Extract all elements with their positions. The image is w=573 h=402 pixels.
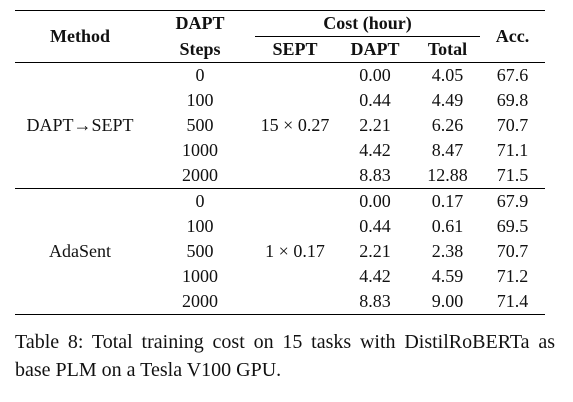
table-row: 100 0.44 0.61 69.5 bbox=[15, 214, 545, 239]
method-cell bbox=[15, 214, 145, 239]
acc-cell: 71.4 bbox=[496, 291, 529, 311]
method-cell bbox=[15, 88, 145, 113]
total-cell: 6.26 bbox=[431, 115, 464, 135]
total-cell: 4.59 bbox=[431, 266, 464, 286]
method-cell bbox=[15, 189, 145, 215]
method-cell bbox=[15, 264, 145, 289]
method-cell bbox=[15, 63, 145, 89]
sept-cell bbox=[255, 289, 335, 315]
steps-cell: 1000 bbox=[182, 140, 218, 160]
total-cell: 4.05 bbox=[431, 65, 464, 85]
total-cell: 0.17 bbox=[431, 191, 464, 211]
dapt-cell: 8.83 bbox=[359, 165, 391, 185]
table-row: 1000 4.42 8.47 71.1 bbox=[15, 138, 545, 163]
sept-cell bbox=[255, 264, 335, 289]
steps-cell: 2000 bbox=[182, 291, 218, 311]
total-cell: 9.00 bbox=[431, 291, 464, 311]
total-cell: 4.49 bbox=[431, 90, 464, 110]
steps-cell: 500 bbox=[186, 115, 214, 135]
header-cost-group: Cost (hour) bbox=[255, 10, 480, 37]
table-caption: Table 8: Total training cost on 15 tasks… bbox=[15, 331, 555, 381]
acc-cell: 67.6 bbox=[496, 65, 529, 85]
header-dapt-steps-line1: DAPT bbox=[175, 13, 225, 34]
dapt-cell: 0.44 bbox=[359, 216, 391, 236]
header-dapt-steps-line2: Steps bbox=[179, 38, 221, 59]
header-acc: Acc. bbox=[495, 26, 530, 46]
total-cell: 0.61 bbox=[431, 216, 464, 236]
acc-cell: 70.7 bbox=[496, 115, 529, 135]
acc-cell: 69.8 bbox=[496, 90, 529, 110]
header-sept: SEPT bbox=[272, 39, 318, 59]
acc-cell: 69.5 bbox=[496, 216, 529, 236]
dapt-cell: 0.00 bbox=[359, 191, 391, 211]
steps-cell: 2000 bbox=[182, 165, 218, 185]
sept-cell bbox=[255, 138, 335, 163]
header-total: Total bbox=[427, 39, 468, 59]
dapt-cell: 8.83 bbox=[359, 291, 391, 311]
header-method: Method bbox=[50, 26, 110, 46]
method-cell bbox=[15, 289, 145, 315]
steps-cell: 0 bbox=[195, 65, 205, 85]
dapt-cell: 4.42 bbox=[359, 140, 391, 160]
dapt-cell: 4.42 bbox=[359, 266, 391, 286]
dapt-cell: 2.21 bbox=[359, 241, 391, 261]
dapt-cell: 0.00 bbox=[359, 65, 391, 85]
method-cell: AdaSent bbox=[49, 241, 111, 261]
acc-cell: 71.2 bbox=[496, 266, 529, 286]
total-cell: 2.38 bbox=[431, 241, 464, 261]
results-table: Method DAPT Cost (hour) Acc. Steps SEPT … bbox=[15, 10, 545, 315]
table-row: 2000 8.83 9.00 71.4 bbox=[15, 289, 545, 315]
sept-cell bbox=[255, 63, 335, 89]
steps-cell: 0 bbox=[195, 191, 205, 211]
method-cell bbox=[15, 138, 145, 163]
table-row: AdaSent 500 1 × 0.17 2.21 2.38 70.7 bbox=[15, 239, 545, 264]
sept-cell: 1 × 0.17 bbox=[265, 241, 325, 261]
total-cell: 12.88 bbox=[427, 165, 468, 185]
header-dapt: DAPT bbox=[350, 39, 400, 59]
dapt-cell: 2.21 bbox=[359, 115, 391, 135]
acc-cell: 67.9 bbox=[496, 191, 529, 211]
method-cell: DAPT→SEPT bbox=[26, 115, 134, 135]
method-cell bbox=[15, 163, 145, 189]
steps-cell: 500 bbox=[186, 241, 214, 261]
table-body: 0 0.00 4.05 67.6 100 0.44 4.49 69.8 DAPT→SEPT 500… bbox=[15, 62, 545, 315]
sept-cell bbox=[255, 214, 335, 239]
sept-cell bbox=[255, 189, 335, 215]
steps-cell: 100 bbox=[186, 90, 214, 110]
sept-cell bbox=[255, 163, 335, 189]
acc-cell: 70.7 bbox=[496, 241, 529, 261]
dapt-cell: 0.44 bbox=[359, 90, 391, 110]
table-row: 2000 8.83 12.88 71.5 bbox=[15, 163, 545, 189]
sept-cell bbox=[255, 88, 335, 113]
sept-cell: 15 × 0.27 bbox=[260, 115, 330, 135]
steps-cell: 100 bbox=[186, 216, 214, 236]
total-cell: 8.47 bbox=[431, 140, 464, 160]
acc-cell: 71.1 bbox=[496, 140, 529, 160]
table-row: 100 0.44 4.49 69.8 bbox=[15, 88, 545, 113]
acc-cell: 71.5 bbox=[496, 165, 529, 185]
steps-cell: 1000 bbox=[182, 266, 218, 286]
table-row: 1000 4.42 4.59 71.2 bbox=[15, 264, 545, 289]
table-row: 0 0.00 4.05 67.6 bbox=[15, 62, 545, 89]
table-row: DAPT→SEPT 500 15 × 0.27 2.21 6.26 70.7 bbox=[15, 113, 545, 138]
table-row: 0 0.00 0.17 67.9 bbox=[15, 188, 545, 215]
